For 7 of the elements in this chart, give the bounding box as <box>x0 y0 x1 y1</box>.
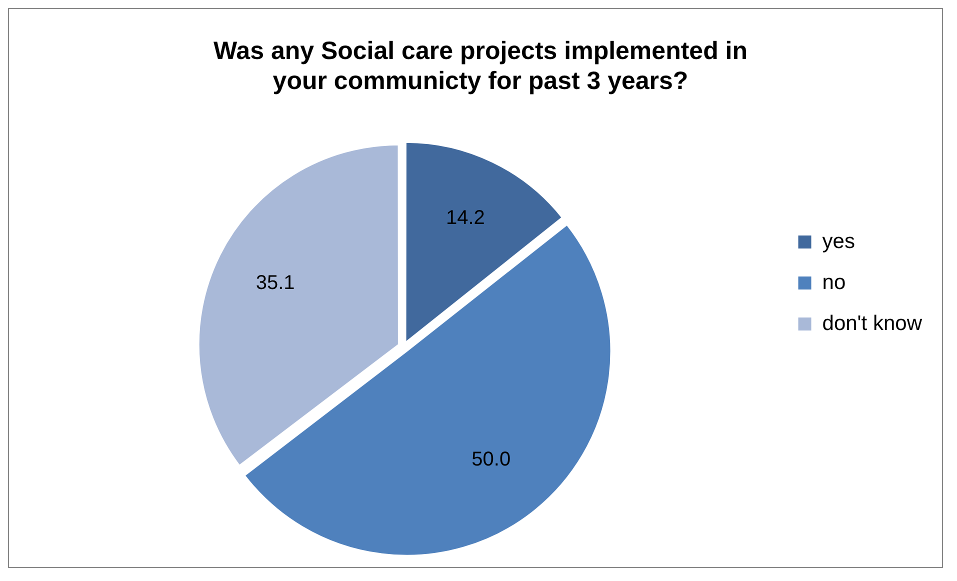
legend-label: no <box>822 270 846 294</box>
data-label: 50.0 <box>472 448 511 470</box>
data-label: 14.2 <box>446 206 485 229</box>
chart-title: Was any Social care projects implemented in your communicty for past 3 years? <box>214 36 748 95</box>
legend-label: yes <box>822 230 855 253</box>
data-label: 35.1 <box>256 272 295 294</box>
legend-label: don't know <box>822 312 923 335</box>
